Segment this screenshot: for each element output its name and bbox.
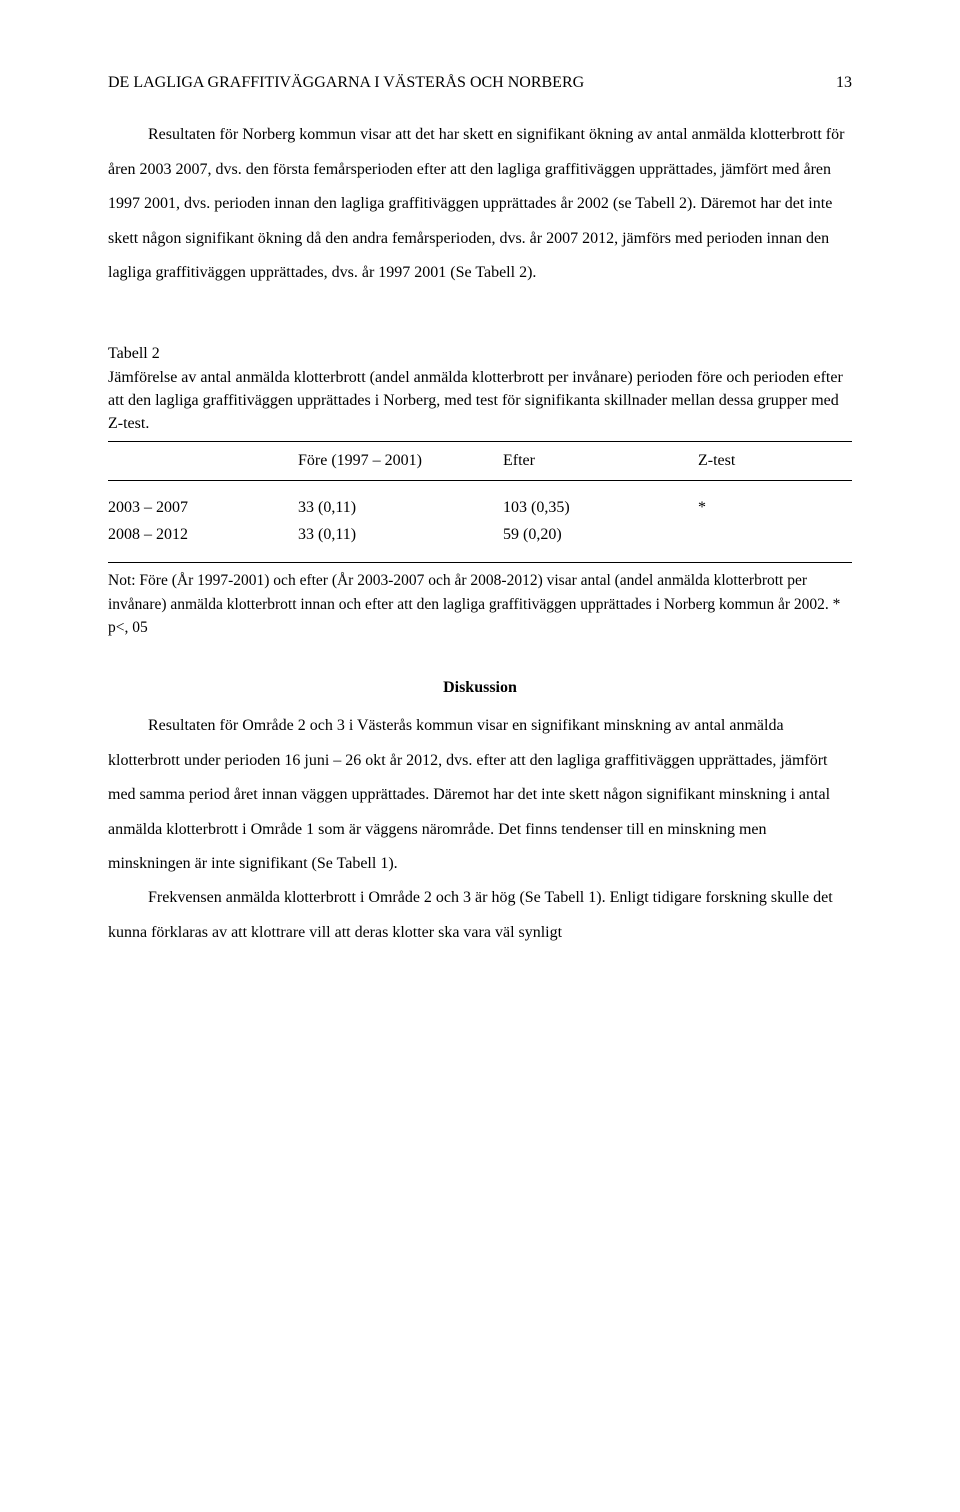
table-cell-after: 103 (0,35): [503, 497, 698, 519]
table-caption-label: Tabell 2: [108, 345, 160, 362]
table-head-after: Efter: [503, 450, 698, 472]
table-cell-label: 2008 – 2012: [108, 524, 298, 546]
table-cell-after: 59 (0,20): [503, 524, 698, 546]
table-cell-before: 33 (0,11): [298, 524, 503, 546]
table-caption-text: Jämförelse av antal anmälda klotterbrott…: [108, 369, 843, 432]
discussion-paragraph-1: Resultaten för Område 2 och 3 i Västerås…: [108, 709, 852, 881]
running-head: DE LAGLIGA GRAFFITIVÄGGARNA I VÄSTERÅS O…: [108, 72, 584, 94]
table-row: 2008 – 2012 33 (0,11) 59 (0,20): [108, 522, 852, 548]
page-header: DE LAGLIGA GRAFFITIVÄGGARNA I VÄSTERÅS O…: [108, 72, 852, 94]
table-body: 2003 – 2007 33 (0,11) 103 (0,35) * 2008 …: [108, 481, 852, 563]
table-head-before: Före (1997 – 2001): [298, 450, 503, 472]
table-cell-z: *: [698, 497, 828, 519]
table-caption: Tabell 2 Jämförelse av antal anmälda klo…: [108, 342, 852, 435]
table-head-empty: [108, 450, 298, 472]
table-note: Not: Före (År 1997-2001) och efter (År 2…: [108, 569, 852, 639]
page-number: 13: [836, 72, 852, 94]
table-cell-before: 33 (0,11): [298, 497, 503, 519]
table-cell-z: [698, 524, 828, 546]
discussion-heading: Diskussion: [108, 677, 852, 699]
page: DE LAGLIGA GRAFFITIVÄGGARNA I VÄSTERÅS O…: [0, 0, 960, 1512]
table-head-ztest: Z-test: [698, 450, 828, 472]
intro-paragraph: Resultaten för Norberg kommun visar att …: [108, 118, 852, 290]
discussion-block: Resultaten för Område 2 och 3 i Västerås…: [108, 709, 852, 950]
table-header-row: Före (1997 – 2001) Efter Z-test: [108, 441, 852, 481]
table-row: 2003 – 2007 33 (0,11) 103 (0,35) *: [108, 495, 852, 521]
table-cell-label: 2003 – 2007: [108, 497, 298, 519]
discussion-paragraph-2: Frekvensen anmälda klotterbrott i Område…: [108, 881, 852, 950]
